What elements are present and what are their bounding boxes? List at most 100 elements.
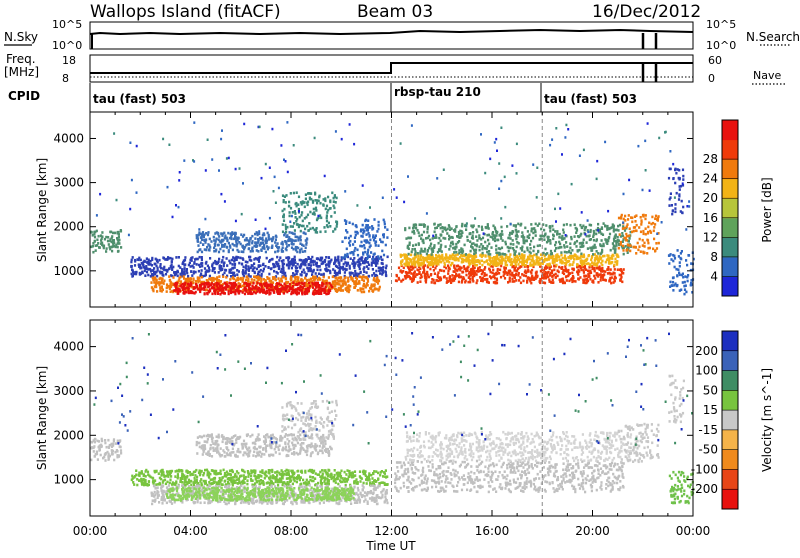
data-cell xyxy=(683,285,685,288)
data-cell xyxy=(618,247,620,250)
data-cell xyxy=(325,264,327,267)
data-cell xyxy=(204,285,206,288)
data-cell xyxy=(335,130,337,133)
data-cell xyxy=(647,226,649,229)
data-cell xyxy=(684,275,686,278)
data-cell xyxy=(238,262,240,265)
data-cell xyxy=(487,239,489,242)
data-cell xyxy=(400,260,402,263)
data-cell xyxy=(687,280,689,283)
data-cell xyxy=(670,192,672,195)
data-cell xyxy=(143,260,145,263)
data-cell xyxy=(150,281,152,284)
data-cell xyxy=(241,263,243,266)
data-cell xyxy=(589,247,591,250)
data-cell xyxy=(437,274,439,277)
data-cell xyxy=(461,271,463,274)
data-cell xyxy=(519,276,521,279)
data-cell xyxy=(248,256,250,259)
data-cell xyxy=(341,240,343,243)
data-cell xyxy=(228,251,230,254)
data-cell xyxy=(273,266,275,269)
data-cell xyxy=(627,218,629,221)
data-cell xyxy=(504,268,506,271)
data-cell xyxy=(226,239,228,242)
data-cell xyxy=(285,247,287,250)
data-band xyxy=(196,231,309,253)
data-cell xyxy=(495,245,497,248)
data-cell xyxy=(260,249,262,252)
data-cell xyxy=(593,239,595,242)
data-cell xyxy=(186,270,188,273)
data-cell xyxy=(185,287,187,290)
data-cell xyxy=(332,268,334,271)
data-cell xyxy=(585,260,587,263)
data-cell xyxy=(560,254,562,257)
data-cell xyxy=(536,253,538,256)
data-cell xyxy=(283,213,285,216)
data-cell xyxy=(289,221,291,224)
data-cell xyxy=(255,219,257,222)
data-cell xyxy=(583,269,585,272)
data-cell xyxy=(545,224,547,227)
data-cell xyxy=(486,259,488,262)
data-cell xyxy=(104,439,106,442)
data-cell xyxy=(288,267,290,270)
data-cell xyxy=(446,277,448,280)
data-cell xyxy=(301,211,303,214)
data-cell xyxy=(183,159,185,162)
data-cell xyxy=(344,256,346,259)
data-cell xyxy=(335,265,337,268)
data-cell xyxy=(679,261,681,264)
data-cell xyxy=(364,251,366,254)
data-cell xyxy=(579,242,581,245)
data-cell xyxy=(601,239,603,242)
data-cell xyxy=(239,278,241,281)
data-cell xyxy=(492,263,494,266)
data-cell xyxy=(318,196,320,199)
data-cell xyxy=(248,248,250,251)
data-cell xyxy=(544,275,546,278)
data-cell xyxy=(460,247,462,250)
data-cell xyxy=(226,157,228,160)
data-cell xyxy=(649,189,651,192)
data-band xyxy=(341,218,388,260)
data-cell xyxy=(516,246,518,249)
data-cell xyxy=(352,272,354,275)
data-cell xyxy=(590,229,592,232)
data-cell xyxy=(516,143,518,146)
data-cell xyxy=(478,234,480,237)
data-cell xyxy=(332,281,334,284)
data-cell xyxy=(214,244,216,247)
data-cell xyxy=(303,231,305,234)
data-cell xyxy=(249,238,251,241)
data-cell xyxy=(514,257,516,260)
data-cell xyxy=(505,264,507,267)
data-cell xyxy=(301,274,303,277)
colorbar-segment xyxy=(722,218,738,238)
data-cell xyxy=(296,218,298,221)
data-cell xyxy=(315,263,317,266)
data-cell xyxy=(182,283,184,286)
data-cell xyxy=(603,222,605,225)
data-cell xyxy=(286,264,288,267)
data-cell xyxy=(596,178,598,181)
data-cell xyxy=(669,281,671,284)
data-cell xyxy=(455,269,457,272)
data-cell xyxy=(571,183,573,186)
data-cell xyxy=(504,176,506,179)
data-cell xyxy=(338,283,340,286)
data-cell xyxy=(101,438,103,441)
data-cell xyxy=(609,273,611,276)
data-cell xyxy=(682,175,684,178)
data-cell xyxy=(672,277,674,280)
data-cell xyxy=(199,233,201,236)
data-cell xyxy=(314,193,316,196)
data-cell xyxy=(191,274,193,277)
data-cell xyxy=(204,282,206,285)
data-cell xyxy=(574,223,576,226)
data-cell xyxy=(551,253,553,256)
data-cell xyxy=(384,221,386,224)
data-cell xyxy=(189,262,191,265)
data-cell xyxy=(183,292,185,295)
